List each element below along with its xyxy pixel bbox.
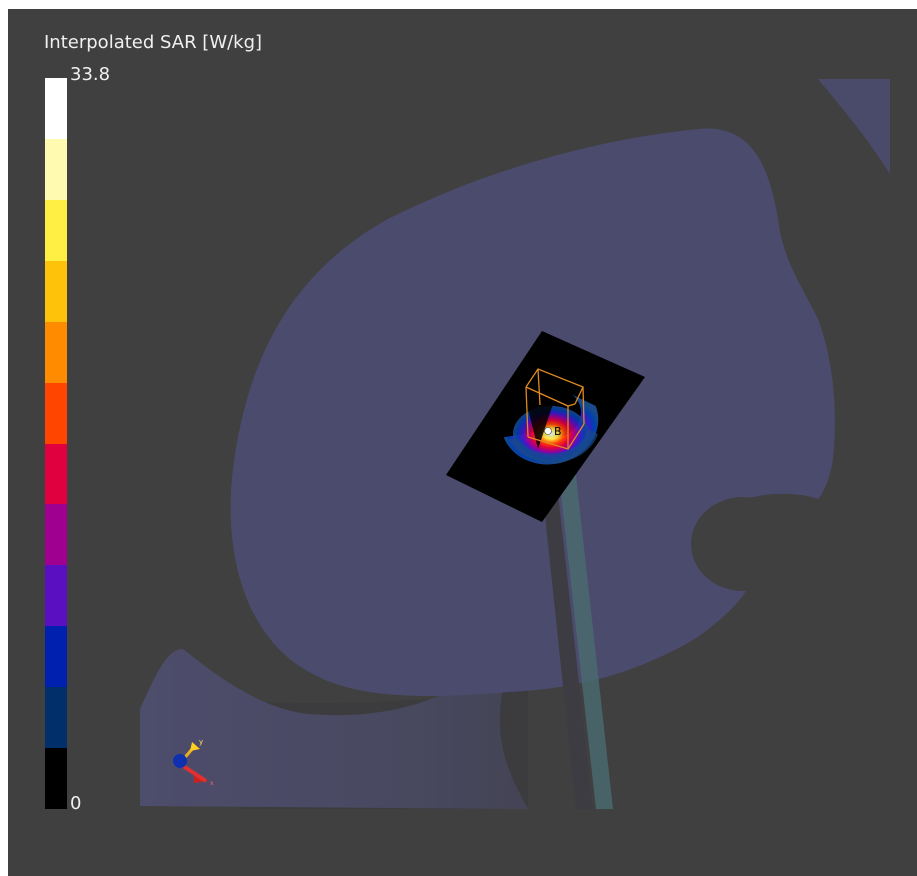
phantom-hole [691, 497, 795, 591]
probe-label: B [554, 425, 562, 438]
colorbar-swatch [45, 687, 67, 749]
colorbar-swatch [45, 321, 67, 383]
phantom-fragment-lower [140, 639, 528, 809]
colorbar-swatch [45, 382, 67, 444]
colorbar-swatch [45, 626, 67, 688]
colorbar-swatch [45, 748, 67, 810]
colorbar-swatch [45, 199, 67, 261]
svg-text:x: x [210, 780, 214, 787]
wireframe-box [525, 368, 585, 450]
legend-max-label: 33.8 [70, 64, 111, 85]
colorbar [45, 78, 67, 810]
svg-text:y: y [199, 738, 203, 746]
colorbar-swatch [45, 504, 67, 566]
stand-shadow [538, 449, 593, 809]
colorbar-swatch [45, 443, 67, 505]
3d-viewport[interactable]: B y x Interpolated SAR [W/kg] 33.8 0 [8, 9, 917, 876]
phantom-fragment-upper [818, 79, 890, 174]
colorbar-swatch [45, 260, 67, 322]
sar-distribution [503, 394, 599, 465]
axes-triad-icon: y x [173, 738, 214, 787]
colorbar-swatch [45, 565, 67, 627]
probe-marker [544, 427, 552, 435]
colorbar-swatch [45, 78, 67, 139]
stand [556, 449, 613, 809]
legend-min-label: 0 [70, 793, 82, 814]
colorbar-swatch [45, 138, 67, 200]
legend-title: Interpolated SAR [W/kg] [44, 32, 263, 53]
sar-scene: B y x [140, 79, 890, 809]
